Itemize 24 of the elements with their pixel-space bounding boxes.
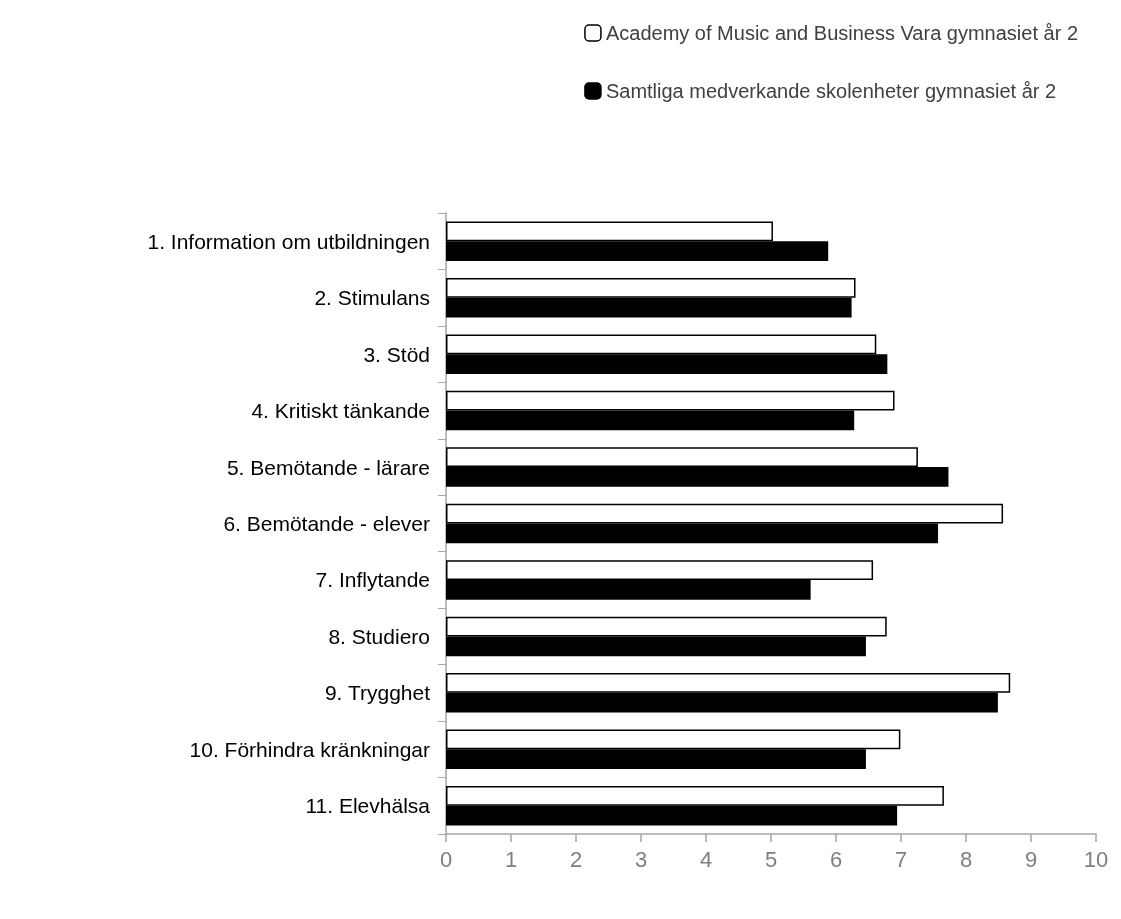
y-tick-label: 1. Information om utbildningen [147, 229, 430, 253]
x-tick-label: 10 [1083, 846, 1109, 872]
x-tick-label: 5 [764, 846, 778, 872]
x-tick-label: 8 [959, 846, 973, 872]
legend-label: Samtliga medverkande skolenheter gymnasiet år 2 [605, 80, 1057, 102]
x-tick-label: 7 [894, 846, 908, 872]
y-tick-label: 11. Elevhälsa [305, 794, 431, 818]
y-tick-label: 6. Bemötande - elever [223, 512, 430, 535]
y-tick-label: 4. Kritiskt tänkande [251, 399, 430, 423]
y-tick-label: 10. Förhindra kränkningar [189, 737, 430, 761]
x-tick-label: 3 [634, 846, 648, 872]
x-tick-label: 9 [1024, 846, 1038, 872]
y-tick-label: 3. Stöd [363, 342, 430, 366]
x-tick-label: 4 [699, 846, 713, 872]
y-tick-label: 9. Trygghet [324, 681, 431, 705]
y-tick-label: 5. Bemötande - lärare [226, 455, 430, 479]
legend-label: Academy of Music and Business Vara gymnasiet år 2 [605, 22, 1079, 44]
x-tick-label: 2 [569, 846, 583, 872]
x-tick-label: 6 [829, 846, 843, 872]
x-tick-label: 0 [439, 846, 453, 872]
y-tick-label: 7. Inflytande [315, 568, 430, 592]
y-tick-label: 2. Stimulans [314, 286, 430, 310]
y-tick-label: 8. Studiero [328, 624, 430, 648]
x-tick-label: 1 [504, 846, 518, 872]
